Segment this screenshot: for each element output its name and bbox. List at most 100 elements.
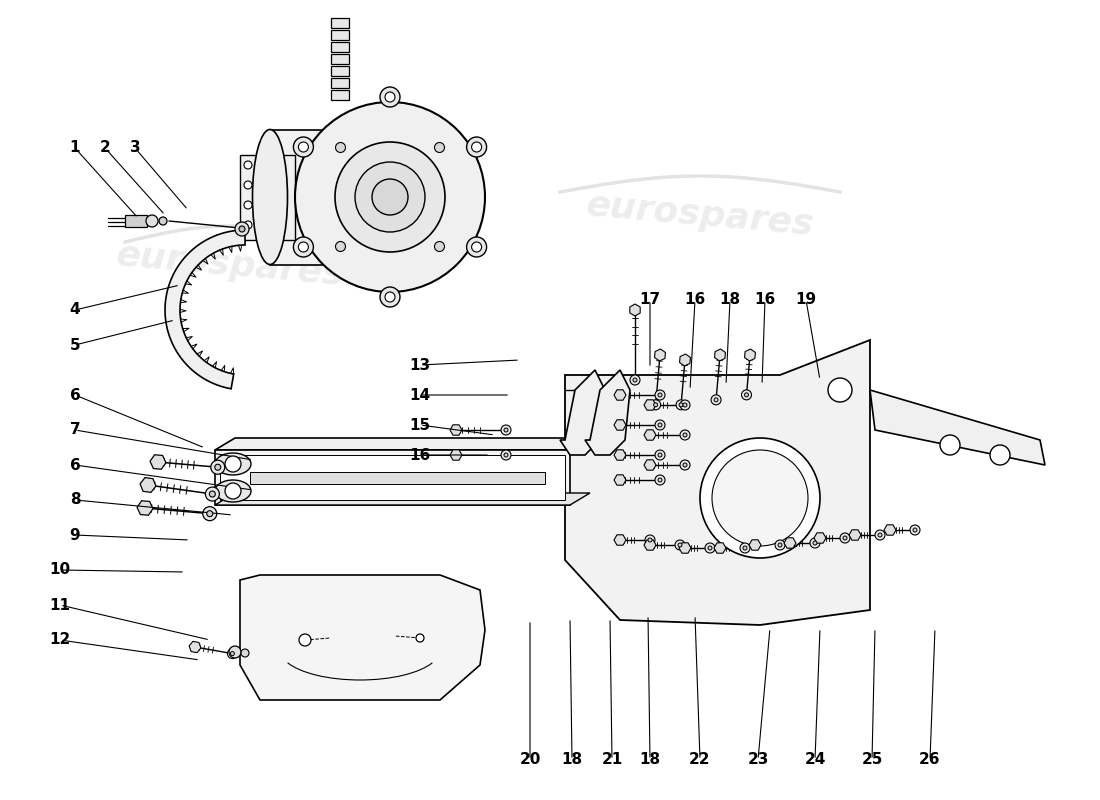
Polygon shape	[680, 354, 691, 366]
Ellipse shape	[214, 480, 251, 502]
Polygon shape	[214, 438, 590, 450]
Circle shape	[244, 221, 252, 229]
Circle shape	[990, 445, 1010, 465]
Text: 14: 14	[409, 387, 430, 402]
Bar	[331, 42, 349, 52]
Circle shape	[680, 400, 690, 410]
Circle shape	[385, 92, 395, 102]
Text: 17: 17	[639, 293, 661, 307]
Circle shape	[654, 475, 666, 485]
Ellipse shape	[253, 130, 287, 265]
Circle shape	[711, 395, 722, 405]
Text: 16: 16	[409, 447, 430, 462]
Text: 18: 18	[719, 293, 740, 307]
Text: eurospares: eurospares	[114, 238, 345, 292]
Circle shape	[230, 651, 234, 655]
Text: 18: 18	[639, 753, 661, 767]
Circle shape	[658, 478, 662, 482]
Polygon shape	[614, 390, 626, 400]
Circle shape	[745, 393, 748, 397]
Circle shape	[244, 181, 252, 189]
Circle shape	[228, 649, 238, 658]
Circle shape	[209, 491, 216, 497]
Circle shape	[632, 378, 637, 382]
Circle shape	[244, 201, 252, 209]
Text: 12: 12	[50, 633, 70, 647]
Bar	[331, 18, 349, 28]
Circle shape	[295, 102, 485, 292]
Polygon shape	[814, 533, 826, 543]
Circle shape	[813, 541, 817, 545]
Circle shape	[434, 142, 444, 153]
Circle shape	[336, 142, 446, 252]
Circle shape	[648, 538, 652, 542]
Polygon shape	[644, 540, 656, 550]
Circle shape	[160, 217, 167, 225]
Polygon shape	[450, 450, 462, 460]
Text: 16: 16	[684, 293, 705, 307]
Circle shape	[650, 400, 661, 410]
Circle shape	[741, 390, 751, 400]
Circle shape	[500, 450, 512, 460]
Circle shape	[712, 450, 808, 546]
Polygon shape	[679, 543, 691, 553]
Text: 22: 22	[690, 753, 711, 767]
Circle shape	[229, 646, 241, 658]
Text: 19: 19	[795, 293, 816, 307]
Circle shape	[740, 543, 750, 553]
Text: 23: 23	[747, 753, 769, 767]
Circle shape	[298, 142, 308, 152]
Circle shape	[207, 510, 212, 517]
Circle shape	[434, 242, 444, 251]
Bar	[331, 30, 349, 40]
Text: 8: 8	[69, 493, 80, 507]
Circle shape	[654, 420, 666, 430]
Circle shape	[146, 215, 158, 227]
Circle shape	[645, 535, 654, 545]
Circle shape	[714, 398, 718, 402]
Text: 2: 2	[100, 141, 110, 155]
Circle shape	[700, 438, 820, 558]
Polygon shape	[630, 304, 640, 316]
Polygon shape	[240, 575, 485, 700]
Text: 1: 1	[69, 141, 80, 155]
Polygon shape	[644, 400, 656, 410]
Polygon shape	[138, 501, 153, 515]
Polygon shape	[644, 460, 656, 470]
Bar	[220, 455, 565, 500]
Polygon shape	[614, 420, 626, 430]
Circle shape	[211, 460, 224, 474]
Text: 10: 10	[50, 562, 70, 578]
Circle shape	[226, 456, 241, 472]
Bar	[250, 472, 544, 484]
Text: 7: 7	[69, 422, 80, 438]
Circle shape	[379, 287, 400, 307]
Polygon shape	[784, 538, 796, 548]
Polygon shape	[849, 530, 861, 540]
Circle shape	[416, 634, 424, 642]
Circle shape	[874, 530, 886, 540]
Circle shape	[913, 528, 917, 532]
Text: 11: 11	[50, 598, 70, 613]
Polygon shape	[150, 454, 166, 470]
Bar	[125, 215, 147, 227]
Circle shape	[241, 649, 249, 657]
Polygon shape	[560, 370, 605, 455]
Circle shape	[654, 390, 666, 400]
Circle shape	[226, 483, 241, 499]
Circle shape	[202, 506, 217, 521]
Text: 3: 3	[130, 141, 141, 155]
Circle shape	[676, 400, 686, 410]
Polygon shape	[565, 340, 870, 625]
Circle shape	[708, 546, 712, 550]
Bar	[331, 66, 349, 76]
Polygon shape	[749, 540, 761, 550]
Circle shape	[379, 87, 400, 107]
Circle shape	[294, 137, 313, 157]
Circle shape	[500, 425, 512, 435]
Circle shape	[653, 403, 658, 407]
Text: 25: 25	[861, 753, 882, 767]
Bar	[331, 54, 349, 64]
Bar	[214, 450, 570, 505]
Polygon shape	[884, 525, 896, 535]
